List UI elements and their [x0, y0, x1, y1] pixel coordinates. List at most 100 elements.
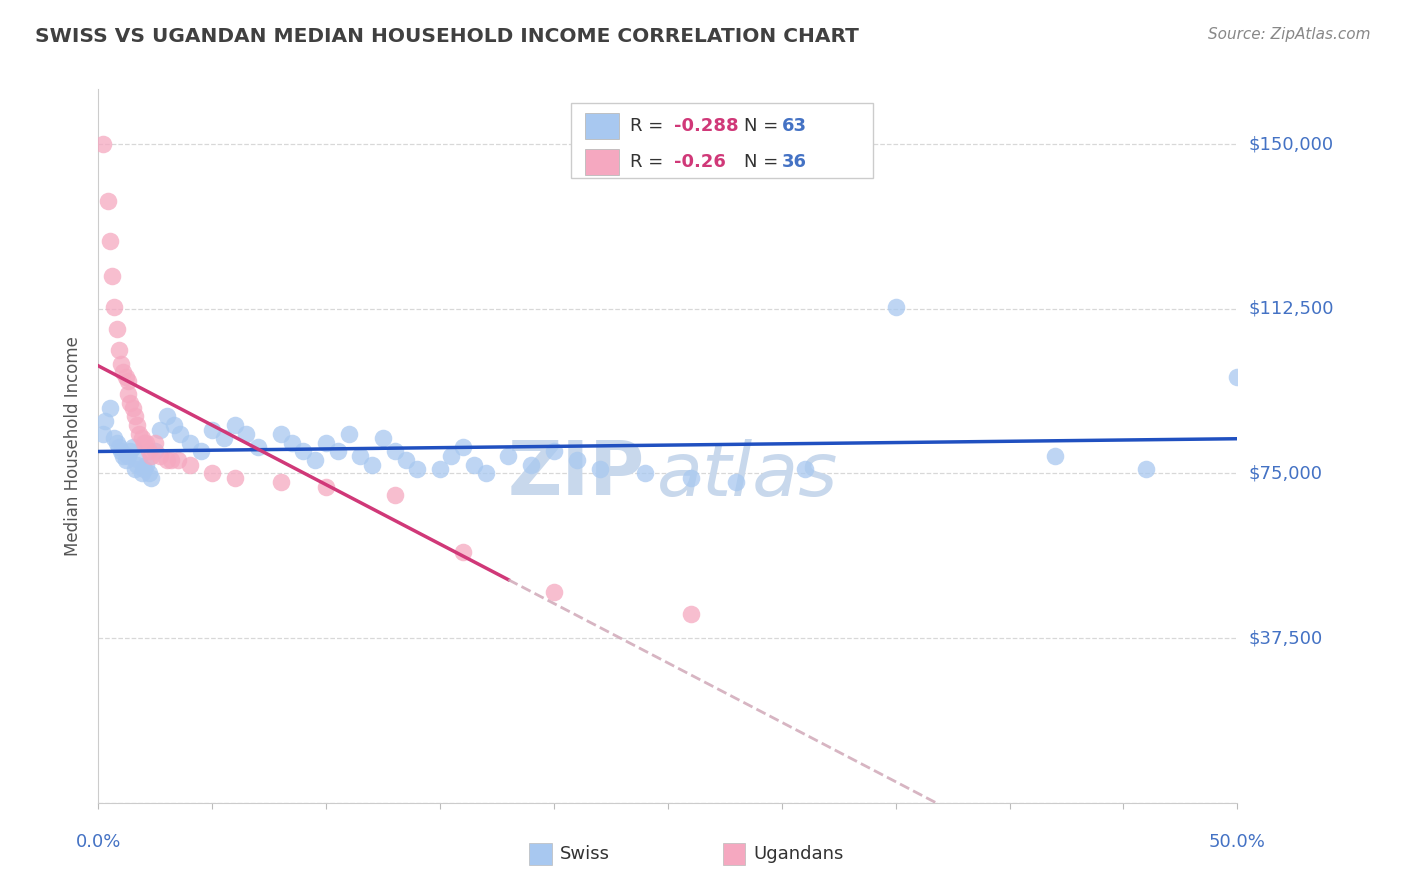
- Point: [131, 467, 153, 481]
- Point: [135, 435, 157, 450]
- Point: [114, 453, 136, 467]
- Point: [543, 444, 565, 458]
- Point: [108, 440, 131, 454]
- Point: [117, 374, 139, 388]
- Point: [212, 431, 235, 445]
- Point: [440, 449, 463, 463]
- Point: [132, 462, 155, 476]
- Point: [1043, 449, 1066, 463]
- Point: [337, 426, 360, 441]
- Point: [127, 458, 149, 472]
- Point: [103, 300, 125, 314]
- FancyBboxPatch shape: [529, 844, 551, 865]
- Point: [117, 387, 139, 401]
- Point: [112, 449, 135, 463]
- Point: [224, 471, 246, 485]
- Point: [451, 440, 474, 454]
- Text: -0.26: -0.26: [673, 153, 725, 171]
- Point: [463, 458, 485, 472]
- Text: N =: N =: [744, 117, 782, 135]
- Text: $75,000: $75,000: [1249, 465, 1323, 483]
- Point: [588, 462, 610, 476]
- Point: [103, 431, 125, 445]
- Point: [281, 435, 304, 450]
- Point: [520, 458, 543, 472]
- Point: [1135, 462, 1157, 476]
- Point: [451, 545, 474, 559]
- Point: [679, 471, 702, 485]
- Point: [326, 444, 349, 458]
- Point: [91, 137, 114, 152]
- Text: Ugandans: Ugandans: [754, 846, 844, 863]
- Point: [315, 480, 337, 494]
- Point: [124, 409, 146, 424]
- Point: [131, 431, 153, 445]
- Point: [679, 607, 702, 621]
- Point: [395, 453, 418, 467]
- Point: [884, 300, 907, 314]
- Point: [429, 462, 451, 476]
- Point: [105, 321, 128, 335]
- Point: [543, 585, 565, 599]
- Point: [474, 467, 496, 481]
- Point: [179, 458, 201, 472]
- Point: [139, 471, 162, 485]
- Point: [138, 467, 160, 481]
- Point: [270, 475, 292, 490]
- Point: [98, 401, 121, 415]
- Point: [94, 414, 117, 428]
- Point: [179, 435, 201, 450]
- Point: [793, 462, 815, 476]
- Point: [135, 458, 157, 472]
- Point: [108, 343, 131, 358]
- Text: R =: R =: [630, 153, 666, 171]
- Text: Source: ZipAtlas.com: Source: ZipAtlas.com: [1208, 27, 1371, 42]
- Point: [565, 453, 588, 467]
- Text: 0.0%: 0.0%: [76, 833, 121, 851]
- Point: [96, 194, 118, 209]
- Point: [156, 453, 179, 467]
- Y-axis label: Median Household Income: Median Household Income: [65, 336, 83, 556]
- Point: [349, 449, 371, 463]
- Point: [98, 234, 121, 248]
- Point: [371, 431, 394, 445]
- Point: [121, 401, 143, 415]
- Point: [128, 426, 150, 441]
- FancyBboxPatch shape: [585, 149, 619, 175]
- Text: -0.288: -0.288: [673, 117, 738, 135]
- Text: Swiss: Swiss: [560, 846, 610, 863]
- Point: [190, 444, 212, 458]
- Point: [360, 458, 382, 472]
- Point: [114, 369, 136, 384]
- Point: [127, 418, 149, 433]
- Point: [132, 435, 155, 450]
- Point: [304, 453, 326, 467]
- Point: [406, 462, 429, 476]
- Point: [725, 475, 748, 490]
- Point: [110, 444, 132, 458]
- Point: [270, 426, 292, 441]
- Point: [246, 440, 269, 454]
- Text: SWISS VS UGANDAN MEDIAN HOUSEHOLD INCOME CORRELATION CHART: SWISS VS UGANDAN MEDIAN HOUSEHOLD INCOME…: [35, 27, 859, 45]
- Point: [110, 357, 132, 371]
- FancyBboxPatch shape: [571, 103, 873, 178]
- Point: [145, 435, 167, 450]
- Point: [120, 396, 142, 410]
- Point: [235, 426, 257, 441]
- Point: [120, 444, 142, 458]
- Point: [162, 418, 184, 433]
- FancyBboxPatch shape: [585, 113, 619, 139]
- Point: [139, 449, 162, 463]
- Point: [149, 423, 172, 437]
- Text: 63: 63: [782, 117, 807, 135]
- Point: [124, 462, 146, 476]
- Point: [201, 467, 224, 481]
- Text: $112,500: $112,500: [1249, 300, 1334, 318]
- Point: [167, 453, 190, 467]
- Point: [1226, 369, 1249, 384]
- Point: [201, 423, 224, 437]
- Point: [112, 366, 135, 380]
- Point: [224, 418, 246, 433]
- Text: atlas: atlas: [657, 439, 838, 510]
- Point: [384, 488, 406, 502]
